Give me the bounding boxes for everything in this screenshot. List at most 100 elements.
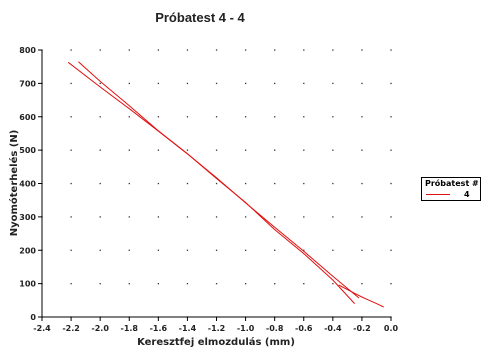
grid-dot [274, 216, 276, 218]
grid-dot [390, 249, 392, 251]
grid-dot [332, 182, 334, 185]
grid-dot [99, 116, 101, 118]
grid-dot [274, 49, 276, 51]
grid-dot [157, 283, 160, 285]
x-axis-label: Keresztfej elmozdulás (mm) [137, 336, 295, 348]
grid-dot [186, 182, 189, 185]
grid-dot [244, 149, 247, 151]
grid-dot [332, 82, 334, 85]
grid-dot [70, 283, 72, 285]
grid-dot [274, 182, 276, 185]
grid-dot [274, 249, 276, 251]
grid-dot [186, 249, 189, 251]
grid-dot [303, 249, 305, 251]
grid-dot [128, 82, 130, 85]
grid-dot [244, 283, 247, 285]
grid-dot [128, 283, 130, 285]
x-tick-label: -2.0 [91, 324, 109, 333]
grid-dot [390, 49, 392, 51]
grid-dot [332, 249, 334, 251]
grid-dot [361, 149, 363, 151]
grid-dot [303, 216, 305, 218]
grid-dot [70, 49, 72, 51]
grid-dot [157, 216, 160, 218]
grid-dot [215, 182, 218, 185]
grid-dot [361, 182, 363, 185]
grid-dot [274, 82, 276, 85]
x-tick-label: 0.0 [384, 324, 399, 333]
y-tick-label: 100 [19, 280, 36, 289]
grid-dot [186, 82, 189, 85]
grid-dot [244, 182, 247, 185]
grid-dot [244, 216, 247, 218]
grid-dot [215, 116, 218, 118]
grid-dot [186, 216, 189, 218]
legend-series-name: 4 [464, 190, 470, 199]
grid-dot [128, 249, 130, 251]
grid-dot [99, 49, 101, 51]
grid-dot [332, 283, 334, 285]
x-tick-label: -0.2 [353, 324, 371, 333]
grid-dot [99, 182, 101, 185]
grid-dot [157, 116, 160, 118]
y-tick-label: 800 [19, 46, 36, 55]
grid-points [41, 49, 392, 318]
grid-dot [128, 49, 130, 51]
x-tick-label: -0.4 [324, 324, 342, 333]
x-tick-label: -1.6 [150, 324, 168, 333]
grid-dot [157, 49, 160, 51]
grid-dot [157, 182, 160, 185]
grid-dot [186, 49, 189, 51]
grid-dot [99, 283, 101, 285]
y-tick-label: 400 [19, 180, 36, 189]
y-axis-label: Nyomóterhelés (N) [8, 130, 20, 237]
x-tick-label: -2.4 [33, 324, 51, 333]
grid-dot [274, 149, 276, 151]
grid-dot [361, 82, 363, 85]
y-tick-label: 600 [19, 113, 36, 122]
y-tick-label: 500 [19, 146, 36, 155]
grid-dot [70, 82, 72, 85]
grid-dot [244, 249, 247, 251]
grid-dot [244, 49, 247, 51]
x-tick-label: -0.6 [295, 324, 313, 333]
series-line-4 [78, 61, 355, 304]
x-tick-label: -1.4 [179, 324, 197, 333]
y-tick-labels: 0 100 200 300 400 500 600 700 800 [19, 46, 36, 322]
y-tick-label: 200 [19, 246, 36, 255]
grid-dot [70, 182, 72, 185]
y-tick-label: 300 [19, 213, 36, 222]
grid-dot [390, 82, 392, 85]
grid-dot [128, 149, 130, 151]
series-lines [67, 61, 384, 308]
grid-dot [99, 249, 101, 251]
grid-dot [244, 82, 247, 85]
grid-dot [361, 216, 363, 218]
grid-dot [70, 149, 72, 151]
grid-dot [99, 149, 101, 151]
grid-dot [70, 216, 72, 218]
grid-dot [303, 82, 305, 85]
grid-dot [128, 116, 130, 118]
y-tick-label: 0 [30, 313, 36, 322]
legend-swatch [426, 194, 450, 195]
grid-dot [186, 283, 189, 285]
x-tick-label: -2.2 [62, 324, 80, 333]
grid-dot [332, 116, 334, 118]
grid-dot [128, 216, 130, 218]
series-line-4 [67, 61, 360, 299]
chart-title: Próbatest 4 - 4 [155, 10, 245, 25]
grid-dot [99, 216, 101, 218]
grid-dot [303, 182, 305, 185]
grid-dot [244, 116, 247, 118]
grid-dot [70, 249, 72, 251]
legend-title: Próbatest # [425, 179, 479, 188]
x-tick-label: -1.0 [237, 324, 255, 333]
legend: Próbatest # 4 [421, 177, 481, 201]
grid-dot [215, 283, 218, 285]
grid-dot [332, 149, 334, 151]
x-tick-label: -1.8 [121, 324, 139, 333]
grid-dot [215, 149, 218, 151]
grid-dot [332, 49, 334, 51]
